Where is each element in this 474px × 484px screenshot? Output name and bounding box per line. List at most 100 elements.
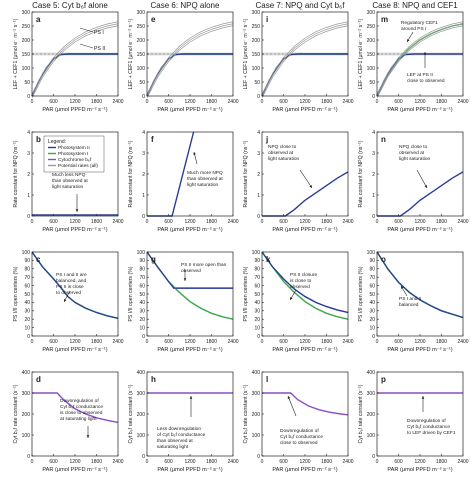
y-tick-label: 40	[139, 300, 145, 306]
annotation-arrowhead	[290, 297, 293, 300]
x-tick-label: 0	[146, 339, 149, 345]
y-tick-label: 0	[142, 94, 145, 100]
panel-letter: i	[266, 15, 268, 24]
y-axis-label: Cyt b₆f rate constant (s⁻¹)	[358, 384, 364, 443]
y-tick-label: 20	[369, 317, 375, 323]
y-tick-label: 100	[22, 66, 31, 72]
x-tick-label: 2400	[342, 219, 353, 225]
x-tick-label: 600	[49, 99, 58, 105]
y-tick-label: 20	[24, 317, 30, 323]
y-tick-label: 3	[27, 151, 30, 157]
legend-item-label: Photosystem I	[58, 151, 88, 157]
x-tick-label: 1800	[206, 339, 217, 345]
y-tick-label: 250	[22, 24, 31, 30]
y-tick-label: 20	[254, 317, 260, 323]
x-tick-label: 2400	[227, 99, 238, 105]
y-tick-label: 100	[22, 433, 31, 439]
y-tick-label: 0	[257, 94, 260, 100]
y-tick-label: 50	[369, 80, 375, 86]
annotation-text: light saturation	[187, 182, 219, 188]
annotation-arrowhead	[189, 396, 193, 399]
y-tick-label: 300	[252, 10, 261, 16]
y-tick-label: 100	[252, 250, 261, 256]
series-potential-line	[146, 21, 234, 95]
x-tick-label: 600	[279, 459, 288, 465]
legend-item-label: Cytochrome b₆f	[58, 157, 92, 163]
y-tick-label: 300	[252, 391, 261, 397]
y-tick-label: 0	[27, 454, 30, 460]
y-tick-label: 200	[367, 412, 376, 418]
y-tick-label: 3	[142, 151, 145, 157]
y-axis-label: Rate constant for NPQ (ns⁻¹)	[358, 140, 364, 207]
annotation-text: is close to observed	[60, 410, 103, 416]
y-tick-label: 80	[24, 267, 30, 273]
x-tick-label: 0	[146, 219, 149, 225]
annotation-text: light saturation	[399, 156, 431, 162]
y-tick-label: 60	[254, 283, 260, 289]
y-axis-label: Cyt b₆f rate constant (s⁻¹)	[128, 384, 134, 443]
x-tick-label: 1200	[414, 459, 425, 465]
x-tick-label: 0	[376, 459, 379, 465]
x-axis-label: PAR (μmol PPFD m⁻² s⁻¹)	[272, 347, 337, 353]
panel-n: 0 600 1200 1800 2400 0 1 2 3 4 PAR (μmol PPFD m⁻² …	[358, 130, 469, 233]
x-tick-label: 1800	[321, 339, 332, 345]
series-line-ps-ii	[261, 53, 348, 97]
annotation-text: close to observed	[407, 78, 445, 84]
x-tick-label: 2400	[457, 459, 468, 465]
series-line-photosystem-ii	[376, 251, 464, 319]
y-tick-label: 0	[27, 94, 30, 100]
annotation-text: around PS I	[401, 26, 426, 32]
series-potential-line	[376, 21, 464, 95]
x-tick-label: 1800	[436, 99, 447, 105]
annotation-text: observed	[290, 284, 310, 290]
series-line-photosystem-ii-overlay	[31, 251, 119, 319]
x-tick-label: 1200	[414, 219, 425, 225]
y-tick-label: 0	[372, 94, 375, 100]
x-tick-label: 600	[49, 459, 58, 465]
y-tick-label: 200	[22, 412, 31, 418]
y-tick-label: 70	[24, 275, 30, 281]
y-tick-label: 4	[142, 130, 145, 136]
series-potential-line	[146, 23, 234, 97]
x-tick-label: 600	[164, 339, 173, 345]
y-tick-label: 0	[372, 214, 375, 220]
annotation-text: than observed at	[52, 178, 88, 184]
y-tick-label: 3	[372, 151, 375, 157]
y-tick-label: 1	[142, 193, 145, 199]
x-tick-label: 1800	[91, 339, 102, 345]
annotation-text: NPQ close to	[399, 144, 428, 150]
annotation-text: Less downregulation	[157, 426, 201, 432]
y-tick-label: 40	[369, 300, 375, 306]
series-line-photosystem-ii-overlay	[376, 251, 464, 319]
y-tick-label: 200	[137, 412, 146, 418]
y-tick-label: 2	[142, 172, 145, 178]
annotation-text: saturating light	[157, 444, 189, 450]
y-tick-label: 0	[257, 454, 260, 460]
y-tick-label: 250	[137, 24, 146, 30]
x-tick-label: 1200	[69, 339, 80, 345]
annotation-arrow	[79, 43, 94, 49]
y-axis-label: LEF + CEF1 (μmol e⁻ m⁻² s⁻¹)	[358, 18, 364, 89]
series-line-ps-ii	[146, 53, 233, 97]
y-tick-label: 70	[254, 275, 260, 281]
y-tick-label: 50	[369, 292, 375, 298]
panel-letter: p	[381, 375, 386, 384]
x-axis-label: PAR (μmol PPFD m⁻² s⁻¹)	[42, 467, 107, 473]
annotation-text: PS II is close	[56, 284, 84, 290]
annotation-text: Downregulation of	[407, 418, 446, 424]
x-tick-label: 1800	[321, 459, 332, 465]
x-axis-label: PAR (μmol PPFD m⁻² s⁻¹)	[387, 227, 452, 233]
y-tick-label: 30	[24, 309, 30, 315]
annotation-text: Much more NPQ	[187, 170, 223, 176]
x-tick-label: 1200	[184, 339, 195, 345]
panel-l: 0 600 1200 1800 2400 0 100 200 300 400 PAR (μmol P…	[243, 370, 354, 473]
y-tick-label: 80	[369, 267, 375, 273]
x-tick-label: 1800	[436, 219, 447, 225]
y-tick-label: 70	[139, 275, 145, 281]
y-tick-label: 250	[252, 24, 261, 30]
annotation-text: LEF at PS II	[407, 72, 433, 78]
panel-frame	[261, 251, 349, 337]
x-tick-label: 600	[279, 339, 288, 345]
x-tick-label: 600	[164, 99, 173, 105]
y-tick-label: 300	[367, 10, 376, 16]
